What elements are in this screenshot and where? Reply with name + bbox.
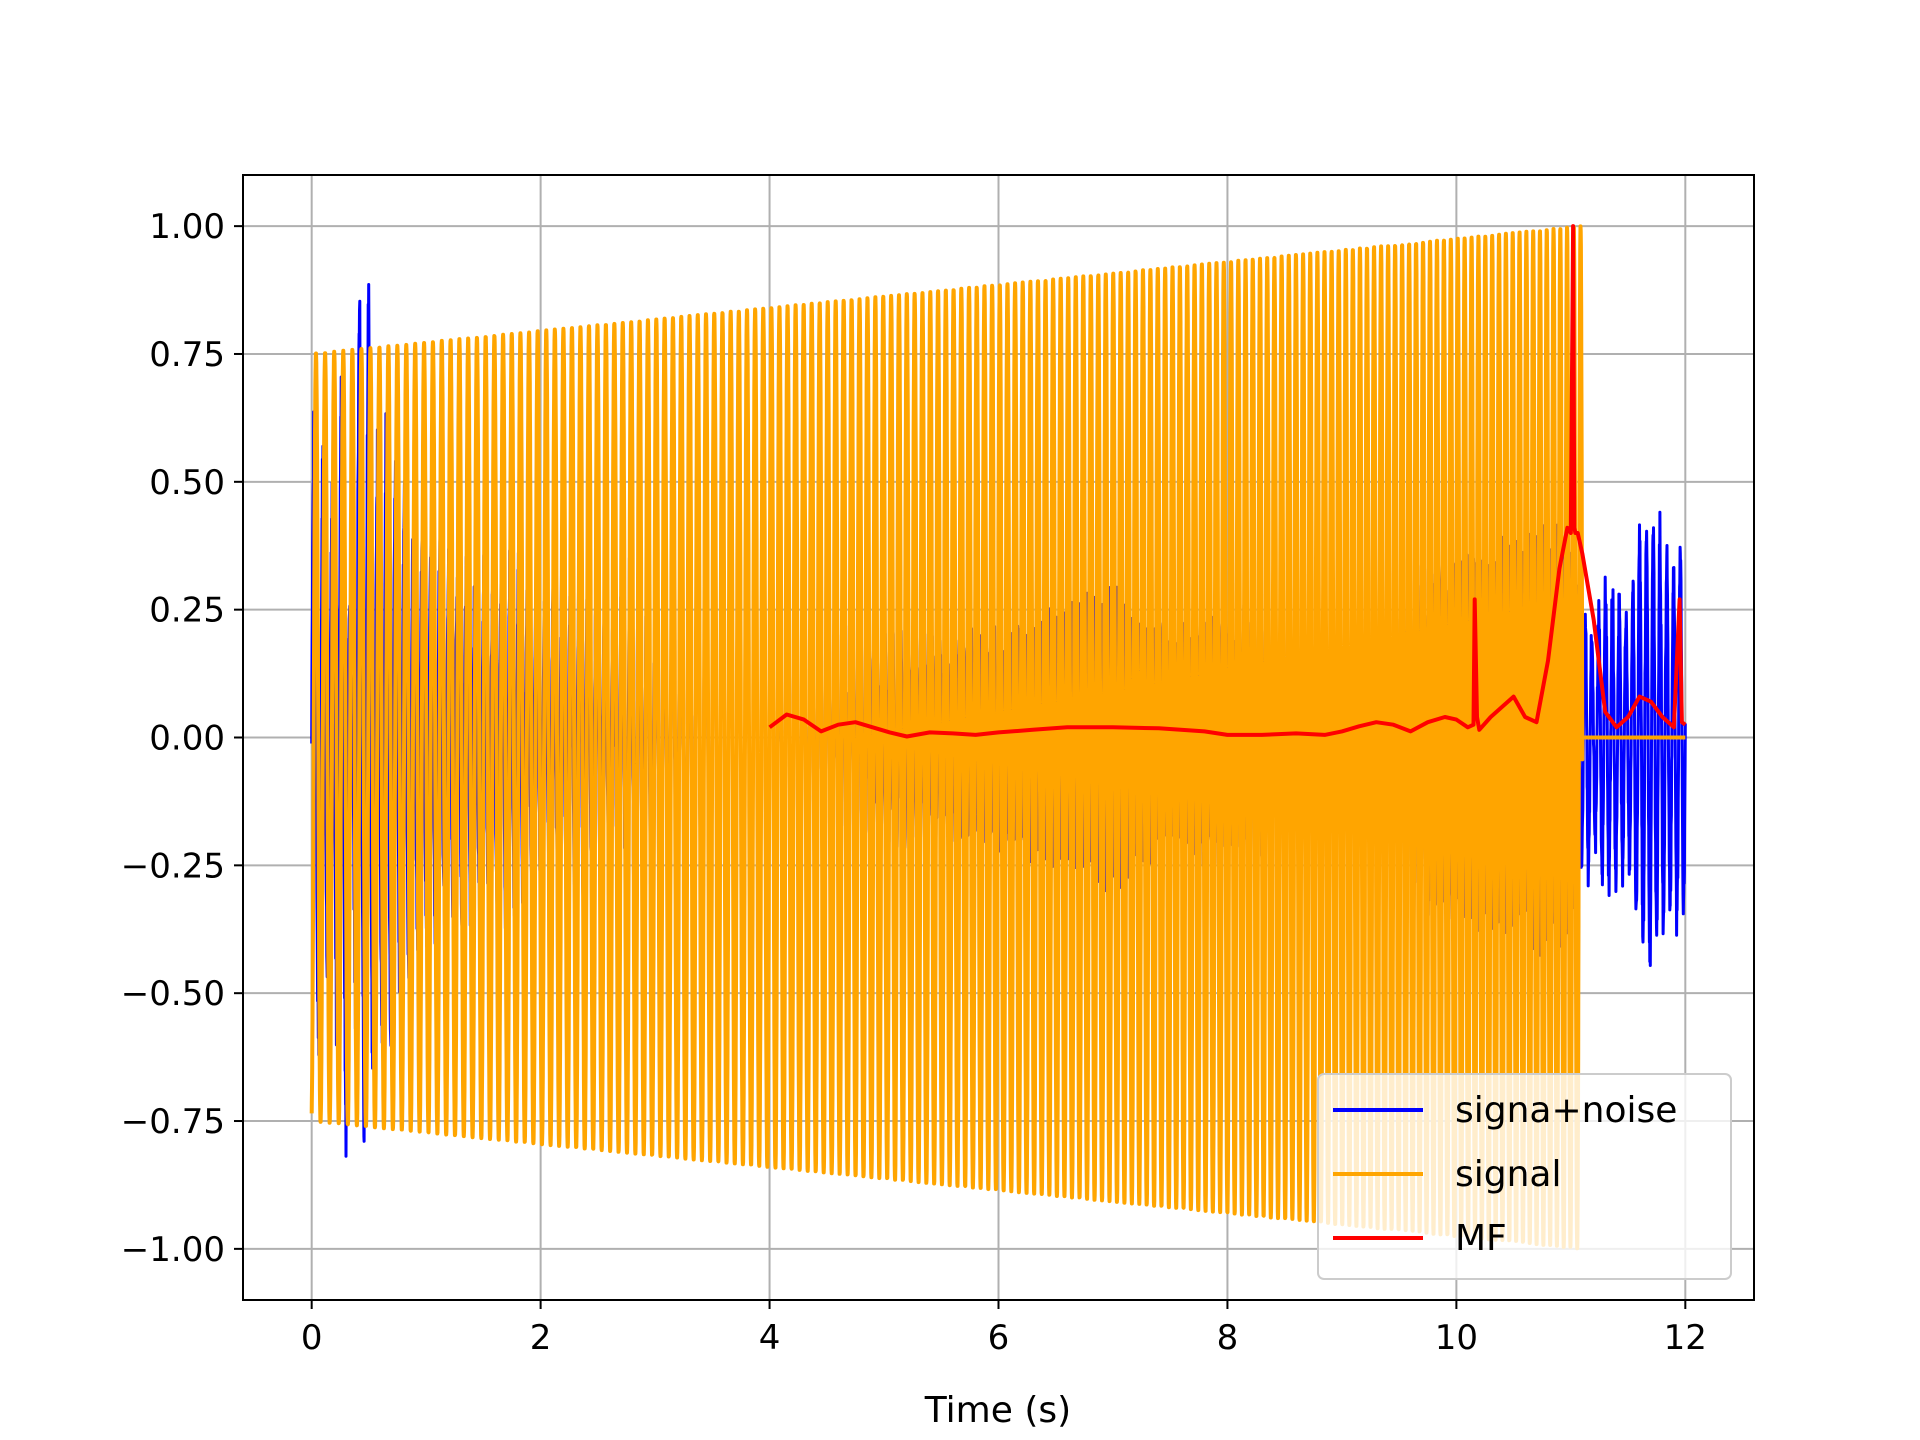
legend-label-signal-noise: signa+noise: [1455, 1090, 1677, 1131]
x-tick-label: 2: [530, 1318, 552, 1358]
legend-box: [1317, 1073, 1732, 1280]
x-tick-label: 6: [988, 1318, 1010, 1358]
y-tick-label: 0.00: [149, 719, 225, 759]
y-tick-label: 1.00: [149, 207, 225, 247]
x-axis-label: Time (s): [924, 1390, 1071, 1431]
y-tick-label: −1.00: [121, 1230, 225, 1270]
legend-label-signal: signal: [1455, 1154, 1562, 1195]
x-tick-label: 12: [1664, 1318, 1707, 1358]
y-tick-label: 0.50: [149, 463, 225, 503]
series-mf-line: [768, 224, 1687, 739]
ticks: 0 2 4 6 8 10 12 1.00 0.75 0.50 0.25 0.00 −0.25 −0.50 −…: [121, 207, 1707, 1358]
x-tick-label: 10: [1435, 1318, 1478, 1358]
y-tick-label: −0.25: [121, 846, 225, 886]
y-tick-label: −0.75: [121, 1102, 225, 1142]
y-tick-label: 0.75: [149, 335, 225, 375]
y-tick-label: −0.50: [121, 974, 225, 1014]
legend: signa+noise signal MF: [1317, 1073, 1732, 1280]
x-tick-label: 0: [301, 1318, 323, 1358]
y-tick-label: 0.25: [149, 591, 225, 631]
x-tick-label: 4: [759, 1318, 781, 1358]
legend-label-mf: MF: [1455, 1218, 1507, 1259]
x-tick-label: 8: [1217, 1318, 1239, 1358]
